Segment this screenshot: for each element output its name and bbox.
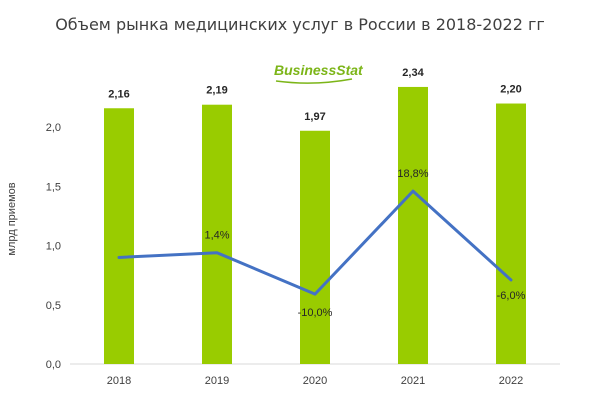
growth-label: -10,0% [298,307,333,319]
growth-label: -6,0% [497,290,526,302]
y-axis-label: млрд приемов [6,182,18,255]
bar [104,108,134,364]
y-tick-label: 1,0 [46,241,61,253]
growth-label: 18,8% [397,168,428,180]
bar [398,86,428,364]
bar-value-label: 2,16 [108,88,129,100]
bar [496,103,526,365]
y-tick-label: 2,0 [46,122,61,134]
bar [300,130,330,364]
growth-label: 1,4% [204,230,229,242]
growth-line-group [117,189,513,296]
watermark-text: BusinessStat [274,62,364,78]
y-tick-label: 0,5 [46,300,61,312]
labels-group: 2,16 2,19 1,97 2,34 2,20 1,4% -10,0% 18,8% -6,0% [108,67,525,319]
y-tick-label: 0,0 [46,359,61,371]
bar-value-label: 1,97 [304,111,325,123]
y-tick-label: 1,5 [46,181,61,193]
watermark-swoosh [275,78,353,84]
bar [202,104,232,364]
y-axis-ticks: 0,0 0,5 1,0 1,5 2,0 [46,122,61,371]
x-tick-label: 2022 [499,375,523,387]
chart-title: Объем рынка медицинских услуг в России в… [55,15,545,34]
x-tick-label: 2021 [401,375,425,387]
bar-value-label: 2,34 [402,67,424,79]
x-axis-ticks: 2018 2019 2020 2021 2022 [107,375,523,387]
bar-value-label: 2,19 [206,85,227,97]
x-tick-label: 2020 [303,375,327,387]
x-tick-label: 2019 [205,375,229,387]
bar-value-label: 2,20 [500,84,521,96]
growth-line [117,189,513,296]
bars-group [104,86,526,365]
x-tick-label: 2018 [107,375,131,387]
watermark-logo: BusinessStat [274,62,364,84]
